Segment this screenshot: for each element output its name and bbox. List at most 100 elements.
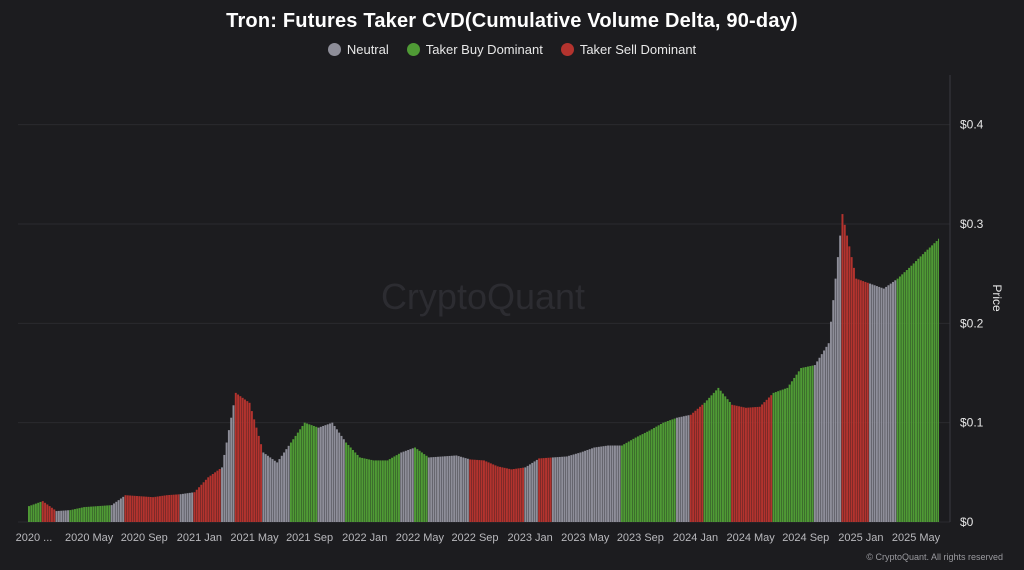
bar-sell (692, 412, 695, 522)
bar-neutral (407, 449, 410, 522)
bar-neutral (687, 415, 690, 522)
x-tick-label: 2021 Jan (177, 532, 222, 544)
bar-neutral (269, 457, 272, 522)
bar-neutral (878, 286, 881, 522)
chart-title: Tron: Futures Taker CVD(Cumulative Volum… (226, 10, 798, 32)
bar-neutral (264, 454, 267, 522)
bar-buy (301, 425, 304, 522)
bar-sell (152, 497, 155, 522)
bar-neutral (618, 445, 621, 522)
bar-sell (846, 235, 849, 522)
bar-buy (356, 454, 359, 522)
bar-sell (154, 496, 157, 522)
bar-neutral (455, 455, 458, 522)
bar-buy (397, 453, 400, 522)
bar-sell (508, 468, 511, 522)
bar-neutral (535, 459, 538, 522)
bar-sell (852, 267, 855, 522)
x-tick-label: 2021 May (230, 532, 279, 544)
bar-sell (248, 402, 251, 522)
bar-buy (386, 460, 389, 522)
bar-sell (241, 397, 244, 522)
bar-sell (204, 479, 207, 522)
bar-neutral (524, 467, 527, 522)
bar-neutral (441, 456, 444, 522)
bar-sell (41, 501, 44, 522)
bar-buy (657, 425, 660, 522)
bar-neutral (221, 467, 223, 522)
bar-buy (800, 368, 803, 522)
bar-sell (145, 496, 148, 522)
legend-swatch-neutral (327, 43, 341, 56)
bar-neutral (887, 285, 890, 522)
bar-sell (538, 458, 541, 522)
bar-sell (147, 496, 150, 522)
bar-sell (689, 414, 692, 522)
bar-sell (517, 468, 520, 522)
bar-neutral (411, 448, 414, 522)
bar-buy (312, 425, 315, 522)
bar-sell (158, 496, 161, 522)
bar-neutral (556, 457, 559, 522)
bar-buy (728, 401, 731, 522)
bar-buy (903, 272, 906, 522)
x-tick-label: 2020 Sep (121, 532, 168, 544)
bar-neutral (595, 447, 598, 522)
bar-neutral (460, 456, 462, 522)
bar-sell (701, 404, 704, 522)
bar-buy (73, 509, 76, 522)
legend-item-buy[interactable]: Taker Buy Dominant (406, 42, 543, 57)
bar-sell (767, 397, 770, 522)
bar-buy (90, 506, 92, 522)
bar-neutral (453, 455, 456, 522)
bar-neutral (232, 405, 235, 522)
bar-sell (195, 489, 198, 522)
bar-neutral (604, 445, 607, 522)
bar-neutral (869, 283, 872, 522)
bar-sell (492, 464, 495, 522)
bar-buy (777, 391, 780, 522)
bar-sell (501, 467, 504, 522)
bar-neutral (574, 453, 577, 522)
bar-buy (32, 504, 35, 522)
bar-sell (515, 468, 518, 522)
bar-buy (34, 503, 37, 522)
bar-neutral (285, 449, 288, 522)
bar-neutral (565, 456, 568, 522)
bar-sell (866, 282, 869, 522)
bar-buy (30, 505, 33, 522)
bars-group (28, 214, 939, 523)
bar-buy (915, 261, 917, 522)
bar-sell (735, 405, 738, 522)
bar-buy (639, 435, 642, 522)
bar-sell (744, 407, 747, 522)
bar-sell (859, 280, 862, 522)
legend-item-neutral[interactable]: Neutral (327, 42, 389, 57)
legend-swatch-buy (406, 43, 420, 56)
legend-item-sell[interactable]: Taker Sell Dominant (560, 42, 696, 57)
bar-sell (175, 494, 178, 522)
bar-neutral (262, 452, 265, 522)
legend-label-neutral: Neutral (346, 42, 389, 57)
x-tick-label: 2023 Jan (507, 532, 552, 544)
bar-buy (912, 263, 915, 522)
bar-sell (499, 466, 502, 522)
bar-sell (489, 463, 492, 522)
bar-sell (255, 427, 258, 522)
bar-neutral (462, 457, 465, 522)
bar-sell (496, 466, 499, 522)
bar-sell (487, 462, 490, 522)
y-tick-label: $0.1 (960, 416, 984, 430)
credit-text: © CryptoQuant. All rights reserved (866, 552, 1003, 562)
bar-neutral (446, 456, 449, 522)
legend-swatch-sell (560, 43, 574, 56)
bar-neutral (577, 453, 580, 522)
bar-sell (480, 460, 483, 522)
bar-sell (483, 460, 485, 522)
bar-sell (751, 407, 754, 522)
bar-buy (905, 270, 908, 522)
bar-buy (632, 438, 635, 522)
bar-neutral (892, 281, 894, 522)
bar-neutral (60, 510, 63, 522)
bar-sell (165, 495, 168, 522)
